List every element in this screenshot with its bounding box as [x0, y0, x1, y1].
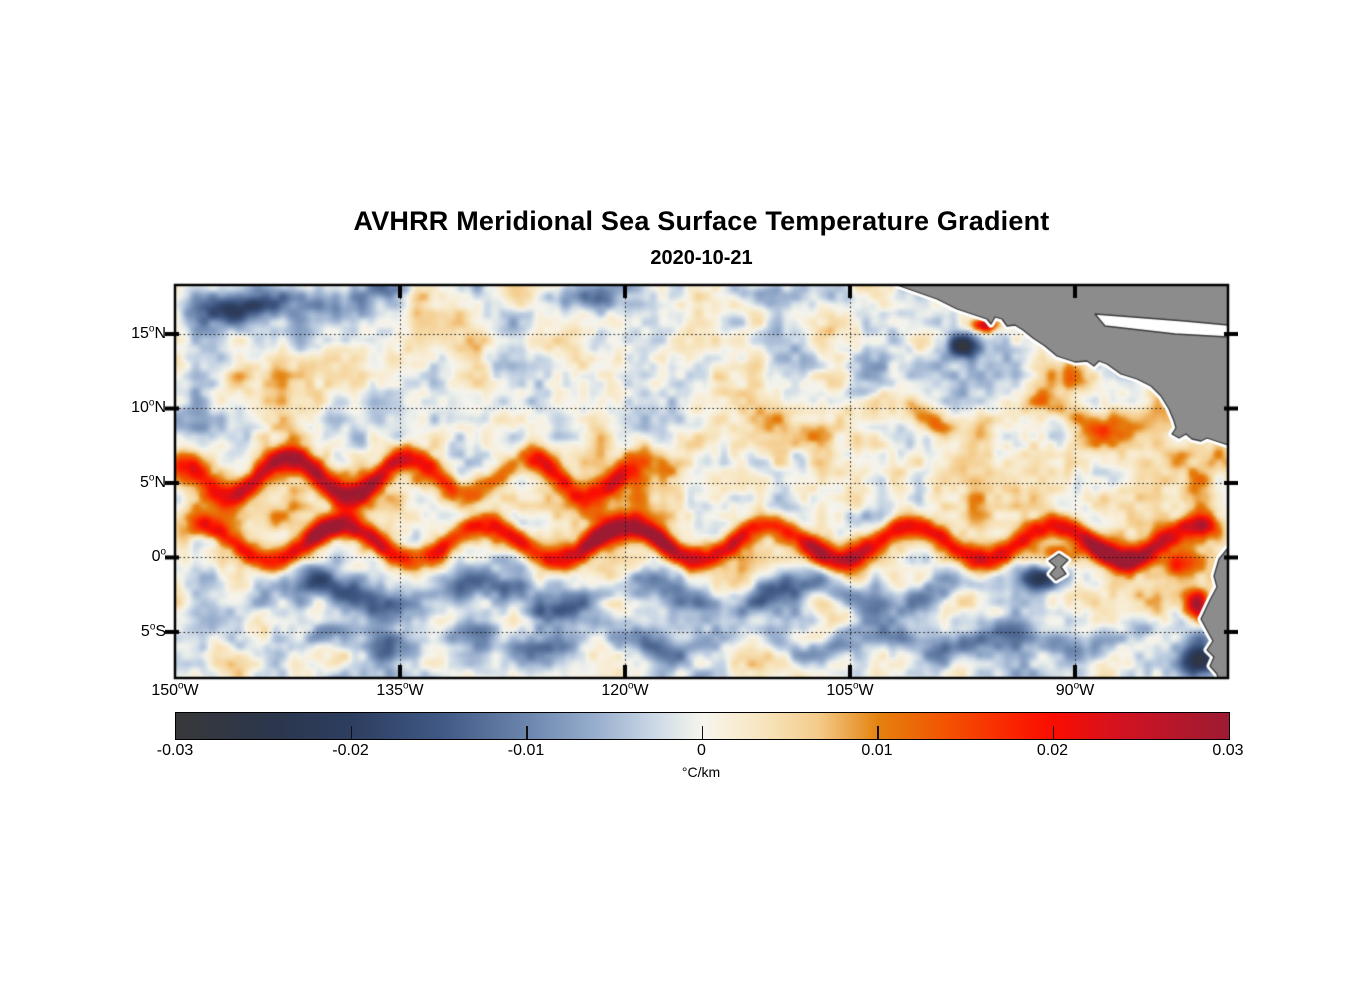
x-tick-label-1: 135oW [376, 680, 424, 699]
chart-subtitle: 2020-10-21 [650, 247, 753, 269]
colorbar-tick-label-0: -0.03 [156, 742, 194, 759]
y-tick-label-4: 5oS [140, 621, 166, 640]
colorbar [175, 712, 1230, 740]
colorbar-tick-label-3: 0 [697, 742, 706, 759]
y-tick-label-1: 10oN [131, 398, 166, 417]
x-tick-label-0: 150oW [151, 680, 199, 699]
x-tick-label-3: 105oW [826, 680, 874, 699]
colorbar-unit-label: °C/km [681, 764, 721, 780]
y-tick-label-2: 5oN [140, 472, 166, 491]
y-tick-label-3: 0o [151, 547, 166, 566]
x-tick-label-2: 120oW [601, 680, 649, 699]
colorbar-tick-0 [350, 726, 353, 739]
colorbar-tick-label-5: 0.02 [1036, 742, 1069, 759]
sst-gradient-map [165, 275, 1238, 688]
colorbar-tick-label-2: -0.01 [507, 742, 545, 759]
colorbar-tick-label-6: 0.03 [1212, 742, 1244, 759]
colorbar-tick-1 [526, 726, 528, 739]
chart-title: AVHRR Meridional Sea Surface Temperature… [353, 206, 1050, 236]
y-tick-label-0: 15oN [131, 323, 166, 342]
colorbar-tick-2 [701, 726, 704, 739]
colorbar-tick-label-1: -0.02 [332, 742, 369, 759]
colorbar-tick-label-4: 0.01 [861, 742, 893, 759]
colorbar-tick-4 [1052, 726, 1055, 739]
colorbar-tick-3 [877, 726, 879, 739]
x-tick-label-4: 90oW [1055, 680, 1095, 699]
